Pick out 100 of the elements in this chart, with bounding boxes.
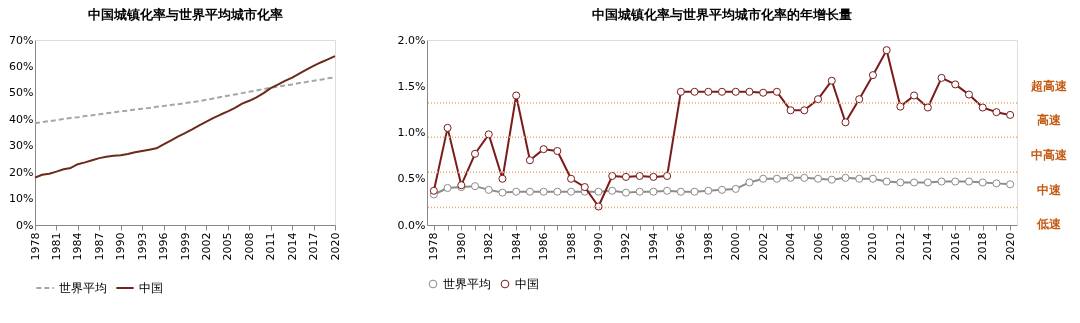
y-tick-label: 2.0% bbox=[397, 33, 426, 47]
x-tick-label: 1986 bbox=[537, 232, 551, 261]
point bbox=[937, 73, 946, 82]
point bbox=[951, 80, 960, 89]
chart-title: 中国城镇化率与世界平均城市化率的年增长量 bbox=[592, 7, 852, 22]
y-tick-label: 10% bbox=[9, 192, 34, 206]
point bbox=[964, 90, 974, 99]
point bbox=[608, 171, 617, 180]
point bbox=[580, 183, 589, 192]
point bbox=[814, 95, 823, 104]
point bbox=[992, 179, 1001, 188]
point bbox=[964, 177, 974, 186]
point bbox=[621, 172, 630, 181]
y-tick-label: 0% bbox=[16, 218, 34, 232]
point bbox=[772, 87, 781, 96]
point bbox=[704, 186, 713, 195]
text: 中高速 bbox=[1031, 148, 1068, 163]
y-tick-label: 1.0% bbox=[397, 126, 426, 139]
point bbox=[827, 76, 836, 85]
point bbox=[594, 202, 603, 211]
point bbox=[882, 177, 891, 186]
point bbox=[663, 186, 672, 195]
x-tick-label: 1993 bbox=[135, 232, 149, 261]
legend-label: 世界平均 bbox=[443, 277, 491, 291]
point bbox=[649, 172, 658, 181]
point bbox=[745, 178, 754, 187]
point bbox=[484, 185, 493, 194]
point bbox=[951, 177, 960, 186]
x-tick-label: 1981 bbox=[49, 232, 63, 261]
x-tick-label: 2016 bbox=[948, 232, 962, 261]
point bbox=[608, 186, 617, 195]
text: 超高速 bbox=[1030, 78, 1068, 93]
text: 高速 bbox=[1037, 113, 1062, 128]
point bbox=[800, 173, 809, 182]
point bbox=[512, 187, 521, 196]
point bbox=[786, 106, 795, 115]
point bbox=[498, 174, 507, 183]
point bbox=[896, 102, 905, 111]
legend-label: 世界平均 bbox=[59, 281, 107, 295]
point bbox=[663, 171, 672, 180]
point bbox=[896, 178, 905, 187]
x-tick-label: 2018 bbox=[976, 232, 990, 261]
point bbox=[868, 71, 877, 80]
point bbox=[621, 188, 630, 197]
point bbox=[553, 187, 562, 196]
point bbox=[690, 187, 699, 196]
point bbox=[882, 46, 891, 55]
y-tick-label: 30% bbox=[9, 139, 34, 153]
x-tick-label: 2005 bbox=[221, 232, 235, 261]
point bbox=[470, 182, 480, 191]
point bbox=[745, 87, 754, 96]
point bbox=[855, 174, 864, 183]
point bbox=[855, 95, 864, 104]
x-tick-label: 2010 bbox=[866, 232, 880, 261]
point bbox=[553, 146, 562, 156]
point bbox=[772, 174, 781, 183]
point bbox=[923, 178, 932, 187]
point bbox=[498, 188, 507, 197]
x-tick-label: 2011 bbox=[264, 232, 278, 261]
point bbox=[1006, 180, 1015, 189]
x-tick-label: 1988 bbox=[564, 232, 578, 261]
x-tick-label: 1984 bbox=[71, 232, 85, 261]
x-tick-label: 2014 bbox=[921, 232, 935, 261]
text: 中速 bbox=[1037, 183, 1062, 198]
point bbox=[717, 185, 727, 194]
text: 低速 bbox=[1036, 217, 1062, 232]
point bbox=[470, 149, 480, 158]
point bbox=[567, 174, 576, 183]
point bbox=[759, 174, 768, 183]
point bbox=[443, 183, 452, 193]
x-tick-label: 1990 bbox=[114, 232, 128, 261]
line-series bbox=[34, 76, 336, 125]
point bbox=[512, 91, 521, 100]
x-tick-label: 1996 bbox=[674, 232, 688, 261]
point bbox=[910, 91, 919, 100]
y-tick-label: 20% bbox=[9, 165, 34, 179]
point bbox=[525, 156, 534, 165]
x-tick-label: 2020 bbox=[328, 232, 342, 261]
point bbox=[676, 87, 685, 96]
x-tick-label: 2004 bbox=[784, 232, 798, 261]
point bbox=[704, 87, 713, 96]
x-tick-label: 1998 bbox=[701, 232, 715, 261]
point bbox=[484, 130, 493, 139]
legend-label: 中国 bbox=[515, 277, 539, 291]
point bbox=[635, 187, 644, 196]
point bbox=[717, 87, 727, 96]
x-tick-label: 1992 bbox=[619, 232, 633, 261]
x-tick-label: 2002 bbox=[199, 232, 213, 261]
x-tick-label: 1996 bbox=[157, 232, 171, 261]
x-tick-label: 1987 bbox=[92, 232, 106, 261]
x-tick-label: 2020 bbox=[1003, 232, 1017, 261]
point bbox=[690, 87, 699, 96]
x-tick-label: 1990 bbox=[592, 232, 606, 261]
point bbox=[992, 108, 1001, 117]
y-tick-label: 50% bbox=[9, 86, 34, 100]
point bbox=[978, 103, 987, 112]
point bbox=[800, 106, 809, 115]
point bbox=[937, 177, 946, 186]
line-series bbox=[34, 55, 336, 179]
point bbox=[731, 184, 740, 193]
